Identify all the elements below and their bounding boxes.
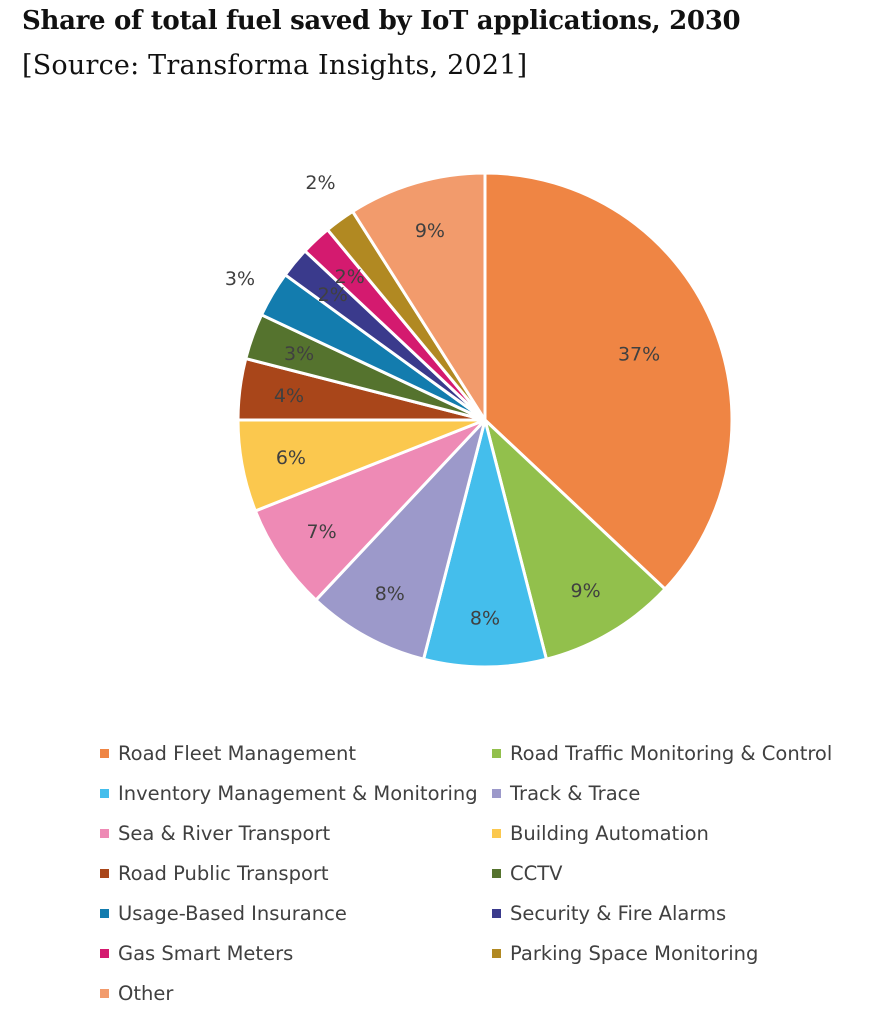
legend-swatch — [492, 828, 501, 838]
slice-other — [351, 171, 487, 422]
legend-item-inventory-management-and-monitoring: Inventory Management & Monitoring — [100, 773, 492, 813]
chart-title: Share of total fuel saved by IoT applica… — [22, 6, 741, 36]
chart-source: [Source: Transforma Insights, 2021] — [22, 50, 528, 81]
legend-label: Sea & River Transport — [118, 821, 331, 845]
legend-swatch — [492, 908, 501, 918]
legend-label: Road Fleet Management — [118, 741, 357, 765]
pie-chart: 37%9%8%8%7%6%4%3%3%2%2%2%9% — [225, 171, 734, 669]
legend-label: Building Automation — [510, 821, 709, 845]
legend-item-road-traffic-monitoring-and-control: Road Traffic Monitoring & Control — [492, 733, 870, 773]
slice-inventory-management-and-monitoring — [422, 418, 548, 669]
legend-label: Usage-Based Insurance — [118, 901, 347, 925]
legend-label: Gas Smart Meters — [118, 941, 294, 965]
slice-label-building-automation: 6% — [276, 447, 306, 469]
legend-label: Other — [118, 981, 174, 1005]
slice-label-usage-based-insurance: 3% — [225, 268, 255, 290]
legend-label: Track & Trace — [510, 781, 641, 805]
legend-label: Road Traffic Monitoring & Control — [510, 741, 833, 765]
slice-label-parking-space-monitoring: 2% — [305, 172, 335, 194]
slice-label-sea-and-river-transport: 7% — [307, 521, 337, 543]
slice-label-road-traffic-monitoring-and-control: 9% — [571, 580, 601, 602]
slice-label-track-and-trace: 8% — [375, 583, 405, 605]
legend-item-road-public-transport: Road Public Transport — [100, 853, 492, 893]
legend-swatch — [492, 748, 501, 758]
legend-label: Road Public Transport — [118, 861, 329, 885]
legend-item-building-automation: Building Automation — [492, 813, 870, 853]
legend-label: Parking Space Monitoring — [510, 941, 759, 965]
slice-label-road-public-transport: 4% — [274, 385, 304, 407]
slice-label-road-fleet-management: 37% — [618, 343, 660, 365]
legend-item-cctv: CCTV — [492, 853, 870, 893]
legend-item-parking-space-monitoring: Parking Space Monitoring — [492, 933, 870, 973]
slice-label-security-and-fire-alarms: 2% — [318, 284, 348, 306]
pie-slices — [236, 171, 734, 669]
slice-label-other: 9% — [415, 220, 445, 242]
legend-swatch — [100, 908, 109, 918]
legend-swatch — [100, 868, 109, 878]
legend-label: CCTV — [510, 861, 563, 885]
legend-item-road-fleet-management: Road Fleet Management — [100, 733, 492, 773]
slice-labels: 37%9%8%8%7%6%4%3%3%2%2%2%9% — [225, 172, 660, 629]
chart-legend: Road Fleet Management Road Traffic Monito… — [100, 733, 870, 1013]
slice-label-cctv: 3% — [284, 343, 314, 365]
legend-item-sea-and-river-transport: Sea & River Transport — [100, 813, 492, 853]
legend-item-security-and-fire-alarms: Security & Fire Alarms — [492, 893, 870, 933]
legend-label: Security & Fire Alarms — [510, 901, 727, 925]
legend-swatch — [492, 788, 501, 798]
legend-swatch — [100, 788, 109, 798]
legend-swatch — [100, 988, 109, 998]
legend-swatch — [492, 948, 501, 958]
slice-road-fleet-management — [483, 171, 734, 591]
slice-sea-and-river-transport — [253, 418, 487, 602]
slice-road-traffic-monitoring-and-control — [483, 418, 667, 661]
slice-label-inventory-management-and-monitoring: 8% — [470, 608, 500, 630]
legend-swatch — [100, 828, 109, 838]
legend-item-track-and-trace: Track & Trace — [492, 773, 870, 813]
slice-track-and-trace — [314, 418, 487, 661]
legend-label: Inventory Management & Monitoring — [118, 781, 478, 805]
legend-item-gas-smart-meters: Gas Smart Meters — [100, 933, 492, 973]
legend-item-usage-based-insurance: Usage-Based Insurance — [100, 893, 492, 933]
legend-item-other: Other — [100, 973, 492, 1013]
legend-swatch — [100, 748, 109, 758]
legend-swatch — [100, 948, 109, 958]
slice-label-gas-smart-meters: 2% — [335, 266, 365, 288]
legend-swatch — [492, 868, 501, 878]
